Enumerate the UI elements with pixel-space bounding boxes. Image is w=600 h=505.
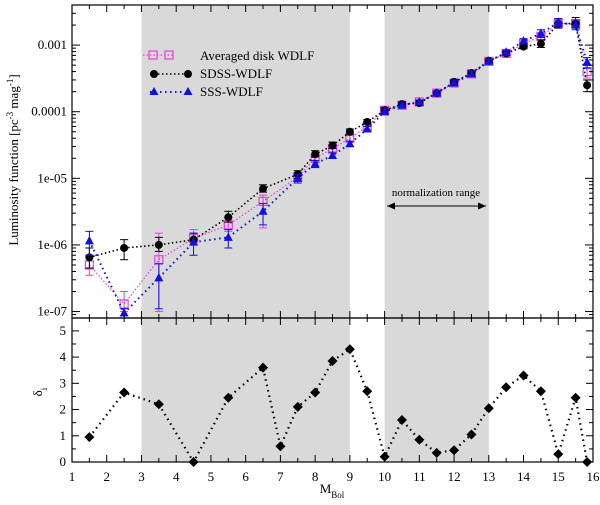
point-sdss-wdlf xyxy=(155,241,163,249)
x-tick-label: 16 xyxy=(587,469,600,484)
bottom-y-tick-label: 3 xyxy=(60,375,67,390)
legend-label-sdss: SDSS-WDLF xyxy=(200,66,272,81)
legend-marker-sdss-2 xyxy=(184,70,192,78)
x-tick-label: 3 xyxy=(138,469,145,484)
top-y-tick-label: 0.0001 xyxy=(31,104,67,119)
point-sdss-wdlf xyxy=(259,185,267,193)
x-tick-label: 10 xyxy=(378,469,391,484)
point-sdss-wdlf xyxy=(311,150,319,158)
point-sdss-wdlf xyxy=(120,244,128,252)
point-sdss-wdlf xyxy=(224,213,232,221)
point-sdss-wdlf xyxy=(329,142,337,150)
top-y-tick-label: 1e-07 xyxy=(37,304,67,319)
bottom-y-tick-label: 5 xyxy=(60,323,67,338)
x-tick-label: 1 xyxy=(69,469,76,484)
top-ylabel-main: Luminosity function [pc xyxy=(6,119,21,246)
bottom-y-tick-label: 4 xyxy=(60,349,67,364)
top-shaded-range-1 xyxy=(385,5,489,318)
bottom-y-tick-label: 2 xyxy=(60,402,67,417)
x-tick-label: 12 xyxy=(448,469,461,484)
legend-marker-sdss xyxy=(150,70,158,78)
bottom-shaded-range-0 xyxy=(141,318,349,462)
top-ylabel-mid: mag xyxy=(6,86,21,112)
top-y-tick-label: 1e-06 xyxy=(37,237,67,252)
x-tick-label: 13 xyxy=(482,469,495,484)
point-sdss-wdlf xyxy=(346,128,354,136)
top-y-tick-label: 0.001 xyxy=(38,37,67,52)
x-axis-title-main: M xyxy=(320,481,332,496)
x-tick-label: 7 xyxy=(277,469,284,484)
x-tick-label: 2 xyxy=(103,469,110,484)
bottom-y-tick-label: 0 xyxy=(60,454,67,469)
x-tick-label: 14 xyxy=(517,469,531,484)
x-tick-label: 8 xyxy=(312,469,319,484)
top-y-tick-label: 1e-05 xyxy=(37,170,67,185)
legend-label-averaged: Averaged disk WDLF xyxy=(200,48,314,63)
point-sdss-wdlf xyxy=(583,81,591,89)
x-tick-label: 11 xyxy=(413,469,426,484)
point-sdss-wdlf xyxy=(537,40,545,48)
x-tick-label: 15 xyxy=(552,469,565,484)
top-ylabel-sup2: -1 xyxy=(5,79,15,87)
x-axis-title-sub: Bol xyxy=(331,490,345,500)
x-tick-label: 5 xyxy=(208,469,215,484)
x-tick-label: 6 xyxy=(242,469,249,484)
bottom-y-tick-label: 1 xyxy=(60,428,67,443)
x-tick-label: 9 xyxy=(347,469,354,484)
top-ylabel-end: ] xyxy=(6,74,21,78)
x-tick-label: 4 xyxy=(173,469,180,484)
bottom-shaded-range-1 xyxy=(385,318,489,462)
normalization-range-label: normalization range xyxy=(392,187,480,199)
legend-label-sss: SSS-WDLF xyxy=(200,84,263,99)
top-ylabel: Luminosity function [pc-3 mag-1] xyxy=(5,74,21,245)
